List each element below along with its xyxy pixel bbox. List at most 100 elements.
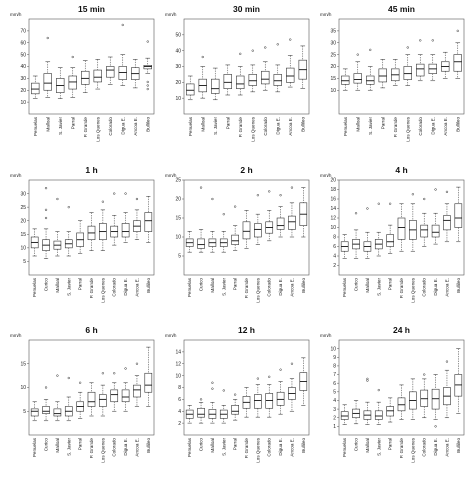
outlier-point [434, 188, 437, 191]
x-category-label: Penuelas [187, 437, 192, 457]
y-tick-label: 20 [330, 178, 336, 184]
outlier-point [369, 48, 372, 52]
chart-title: 6 h [85, 325, 98, 335]
x-category-label: S. Javier [66, 438, 71, 456]
iqr-box [416, 63, 425, 77]
box-penuelas [30, 401, 39, 422]
y-tick-label: 70 [20, 29, 26, 35]
x-category-label: P. Grande [89, 438, 94, 459]
boxplot-panel: 2 h mm/h 5 10 15 20 25 Penuelas Curico Malloal S. … [163, 165, 313, 317]
box-parral [223, 64, 232, 96]
y-axis-unit: mm/h [10, 173, 22, 178]
outlier-point [124, 192, 127, 195]
y-tick-label: 30 [20, 191, 26, 197]
box-digua-e [121, 192, 130, 243]
y-tick-label: 10 [175, 373, 181, 379]
box-parral [68, 55, 77, 98]
iqr-box [197, 407, 205, 418]
outlier-point [419, 39, 422, 42]
y-tick-label: 10 [175, 96, 181, 102]
boxplot-panel: 15 min mm/h 10 20 30 40 50 60 70 Penuelas Malloal S… [8, 4, 158, 156]
box-p-grande [397, 203, 406, 252]
outlier-point [279, 194, 282, 197]
x-category-label: S. Javier [66, 278, 71, 296]
outlier-point [423, 373, 426, 376]
outlier-point [290, 186, 294, 189]
x-category-label: Parral [380, 117, 385, 129]
x-category-label: S. Javier [221, 278, 226, 296]
boxplot-panel: 24 h mm/h 1 2 3 4 5 6 7 8 9 10 Penuelas Curico Malloal… [318, 325, 468, 477]
outlier-point [44, 216, 48, 220]
iqr-box [110, 389, 119, 403]
y-tick-label: 25 [330, 52, 336, 58]
x-category-label: Parral [233, 278, 238, 290]
outlier-point [406, 46, 409, 49]
y-tick-label: 40 [175, 48, 181, 54]
iqr-box [374, 410, 383, 420]
outlier-point [279, 368, 282, 371]
outlier-point [199, 398, 203, 401]
y-tick-label: 40 [20, 64, 26, 70]
box-bullileo [144, 346, 153, 407]
outlier-point [289, 38, 292, 41]
boxplot-svg: mm/h 2 4 6 8 10 12 14 Penuelas Curico Malloal S. Ja… [165, 333, 310, 463]
boxplot-svg: mm/h 5 10 15 20 25 Penuelas Curico Malloal S. Jav… [165, 173, 310, 303]
y-tick-label: 20 [175, 80, 181, 86]
iqr-box [186, 83, 195, 96]
y-tick-label: 14 [330, 206, 336, 212]
x-category-label: Los Quenes [250, 116, 255, 141]
x-category-label: Curico [44, 438, 49, 452]
outlier-point [101, 372, 105, 375]
box-colorado [420, 197, 429, 247]
x-category-label: Bullileo [146, 438, 151, 453]
iqr-box [366, 75, 375, 85]
x-category-label: Los Quenes [405, 116, 410, 141]
y-tick-label: 10 [20, 100, 26, 106]
y-axis-unit: mm/h [10, 12, 22, 17]
y-tick-label: 5 [23, 409, 26, 415]
outlier-point [199, 186, 203, 189]
outlier-point [67, 205, 70, 209]
x-category-label: Ancoa E. [288, 117, 293, 136]
boxplot-panel: 4 h mm/h 2 4 6 8 10 12 14 16 18 20 Penuelas Curico Mal… [318, 165, 468, 317]
y-tick-label: 2 [333, 415, 336, 421]
x-category-label: Malloal [210, 278, 215, 293]
box-bullileo [143, 40, 152, 91]
x-category-label: Malloal [365, 278, 370, 293]
iqr-box [144, 212, 153, 232]
box-colorado [110, 192, 119, 246]
y-tick-label: 15 [20, 361, 26, 367]
x-category-label: Curico [354, 278, 359, 292]
y-tick-label: 6 [333, 381, 336, 387]
box-bullileo [453, 29, 462, 79]
box-digua-e [276, 368, 285, 415]
iqr-box [386, 234, 394, 247]
iqr-box [43, 73, 52, 91]
iqr-box [106, 66, 115, 78]
iqr-box [231, 234, 239, 245]
boxplot-svg: mm/h 5 10 15 20 25 30 Penuelas Curico Malloal S. J… [10, 173, 155, 303]
box-digua-e [121, 367, 130, 412]
iqr-box [87, 391, 96, 407]
y-tick-label: 50 [175, 33, 181, 39]
outlier-point [456, 29, 459, 33]
x-category-label: P. Grande [89, 278, 94, 299]
plot-frame [183, 179, 310, 276]
x-category-label: Malloal [55, 278, 60, 293]
outlier-point [222, 389, 225, 392]
iqr-box [236, 75, 245, 89]
y-tick-label: 25 [175, 178, 181, 184]
iqr-box [443, 215, 451, 231]
box-ancoa-e [133, 197, 141, 241]
outlier-point [146, 84, 149, 87]
x-category-label: Ancoa E. [289, 438, 294, 457]
outlier-point [135, 197, 139, 201]
iqr-box [68, 75, 77, 90]
iqr-box [254, 223, 262, 238]
box-s-javier [366, 48, 375, 91]
box-curico [42, 186, 50, 260]
y-tick-label: 1 [333, 424, 336, 430]
box-p-grande [81, 60, 90, 93]
box-colorado [261, 46, 270, 91]
box-malloal [53, 197, 62, 257]
